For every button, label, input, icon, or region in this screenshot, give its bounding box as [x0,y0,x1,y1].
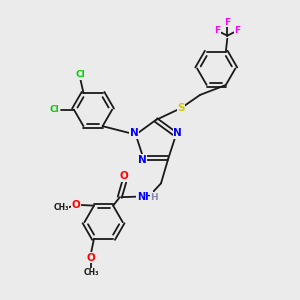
Text: S: S [177,103,185,113]
Text: NH: NH [137,192,153,202]
Text: N: N [138,155,146,165]
Text: N: N [173,128,182,138]
Text: O: O [87,253,95,263]
Text: O: O [120,171,129,181]
Text: H: H [150,193,158,202]
Text: N: N [130,128,139,138]
Text: Cl: Cl [50,105,60,114]
Text: F: F [214,26,220,35]
Text: F: F [224,18,230,27]
Text: CH₃: CH₃ [53,203,69,212]
Text: O: O [72,200,81,210]
Text: F: F [235,26,241,35]
Text: CH₃: CH₃ [83,268,99,277]
Text: Cl: Cl [76,70,85,79]
